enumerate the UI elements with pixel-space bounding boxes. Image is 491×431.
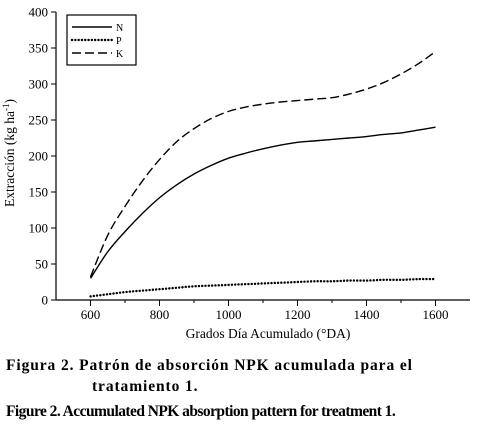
y-tick-label-100: 100 bbox=[29, 221, 49, 236]
y-tick-label-200: 200 bbox=[29, 149, 49, 164]
y-axis-title-superscript: -1 bbox=[1, 104, 11, 112]
x-tick-label-1400: 1400 bbox=[354, 307, 380, 322]
caption-spanish-line2: tratamiento 1. bbox=[92, 378, 199, 395]
caption-spanish-line1: Figura 2. Patrón de absorción NPK acumul… bbox=[6, 357, 413, 374]
series-line-k bbox=[89, 51, 436, 278]
series-line-n bbox=[89, 126, 436, 279]
legend-label-k: K bbox=[116, 49, 124, 60]
plot-area: 0 50 100 150 200 250 300 350 400 600 800 1000 1200 14… bbox=[29, 5, 470, 322]
y-tick-label-50: 50 bbox=[35, 257, 48, 272]
x-tick-label-1200: 1200 bbox=[285, 307, 311, 322]
x-axis-title: Grados Día Acumulado (°DA) bbox=[186, 326, 351, 341]
figure-caption-english: Figure 2. Accumulated NPK absorption pat… bbox=[6, 403, 396, 420]
legend-label-p: P bbox=[116, 36, 122, 47]
figure-caption-spanish: Figura 2. Patrón de absorción NPK acumul… bbox=[6, 355, 486, 397]
x-tick-label-1000: 1000 bbox=[216, 307, 242, 322]
y-axis-title: Extracción (kg ha-1) bbox=[1, 99, 17, 207]
y-tick-label-150: 150 bbox=[29, 185, 49, 200]
y-tick-label-0: 0 bbox=[42, 293, 49, 308]
y-tick-label-300: 300 bbox=[29, 77, 49, 92]
y-tick-label-400: 400 bbox=[29, 5, 49, 20]
y-axis-title-main: Extracción (kg ha bbox=[2, 111, 17, 207]
x-tick-label-600: 600 bbox=[81, 307, 101, 322]
y-tick-label-250: 250 bbox=[29, 113, 49, 128]
x-tick-label-800: 800 bbox=[150, 307, 170, 322]
y-axis-title-close: ) bbox=[2, 99, 17, 104]
series-line-p bbox=[89, 277, 437, 298]
npk-absorption-chart: 0 50 100 150 200 250 300 350 400 600 800 1000 1200 14… bbox=[1, 5, 470, 341]
y-tick-label-350: 350 bbox=[29, 41, 49, 56]
x-tick-label-1600: 1600 bbox=[423, 307, 449, 322]
legend-label-n: N bbox=[116, 23, 123, 34]
